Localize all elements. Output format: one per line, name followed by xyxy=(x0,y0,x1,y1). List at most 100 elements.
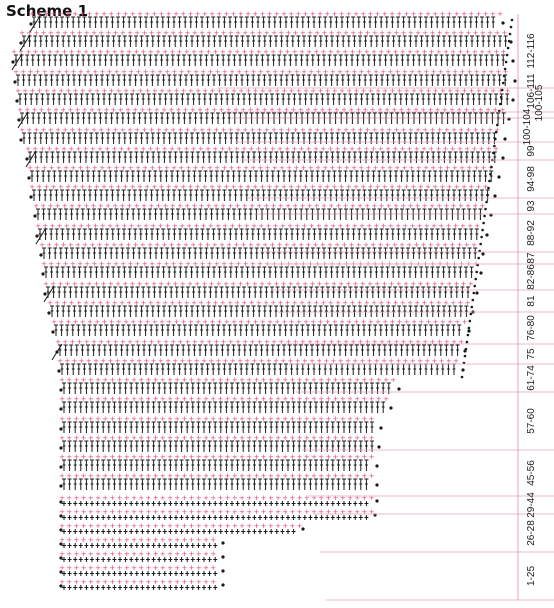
pink-marker: + xyxy=(472,48,478,56)
pink-marker: + xyxy=(185,164,191,172)
pink-marker: + xyxy=(199,260,205,268)
pink-marker: + xyxy=(225,453,231,461)
pink-marker: + xyxy=(232,472,238,480)
pink-marker: + xyxy=(184,48,190,56)
pink-marker: + xyxy=(181,87,187,95)
pink-marker: + xyxy=(341,106,347,114)
pink-marker: + xyxy=(318,494,324,502)
pink-marker: + xyxy=(181,376,187,384)
stitch-set xyxy=(62,421,374,433)
pink-marker: + xyxy=(435,106,441,114)
pink-marker: + xyxy=(145,536,151,544)
pink-marker: + xyxy=(258,222,264,230)
stitch-row: + + + + + + + + + + + + + + + + + + + + + + + + + + + + + + + + + + + + + + + +… xyxy=(59,376,401,394)
pink-marker: + xyxy=(58,87,64,95)
pink-marker: + xyxy=(213,29,219,37)
pink-marker: + xyxy=(221,164,227,172)
row-group-label: 87 xyxy=(526,252,537,264)
pink-marker: + xyxy=(457,48,463,56)
pink-marker: + xyxy=(66,564,72,572)
pink-marker: + xyxy=(378,145,384,153)
pink-marker: + xyxy=(311,415,317,423)
pink-marker: + xyxy=(333,415,339,423)
pink-marker: + xyxy=(138,578,144,586)
pink-marker: + xyxy=(132,106,138,114)
pink-marker: + xyxy=(474,68,480,76)
pink-marker: + xyxy=(310,87,316,95)
pink-marker: + xyxy=(41,29,47,37)
pink-marker: + xyxy=(331,10,337,18)
pink-marker: + xyxy=(97,299,103,307)
pink-marker: + xyxy=(288,280,294,288)
pink-marker: + xyxy=(210,536,216,544)
pink-marker: + xyxy=(48,260,54,268)
pink-marker: + xyxy=(203,415,209,423)
pink-marker: + xyxy=(167,522,173,530)
pink-marker: + xyxy=(181,395,187,403)
pink-marker: + xyxy=(43,10,49,18)
pink-marker: + xyxy=(59,453,65,461)
pink-marker: + xyxy=(153,536,159,544)
pink-marker: + xyxy=(325,434,331,442)
pink-marker: + xyxy=(382,10,388,18)
pink-marker: + xyxy=(278,338,284,346)
pink-marker: + xyxy=(95,434,101,442)
pink-marker: + xyxy=(155,202,161,210)
pink-marker: + xyxy=(492,106,498,114)
chain-dot xyxy=(43,292,47,296)
pink-marker: + xyxy=(201,357,207,365)
pink-marker: + xyxy=(239,395,245,403)
pink-marker: + xyxy=(164,68,170,76)
pink-marker: + xyxy=(476,87,482,95)
pink-marker: + xyxy=(149,338,155,346)
pink-marker: + xyxy=(71,357,77,365)
pink-marker: + xyxy=(31,106,37,114)
stitch-symbols xyxy=(62,501,369,506)
pink-marker: + xyxy=(361,494,367,502)
pink-marker: + xyxy=(120,29,126,37)
pink-marker: + xyxy=(332,87,338,95)
pink-marker: + xyxy=(199,338,205,346)
pink-marker: + xyxy=(297,395,303,403)
pink-marker: + xyxy=(203,494,209,502)
pink-marker: + xyxy=(69,29,75,37)
pink-marker: + xyxy=(107,222,113,230)
pink-marker: + xyxy=(321,299,327,307)
pink-marker: + xyxy=(124,472,130,480)
pink-marker: + xyxy=(91,126,97,134)
pink-marker: + xyxy=(173,87,179,95)
pink-marker: + xyxy=(373,222,379,230)
pink-marker: + xyxy=(225,376,231,384)
pink-marker: + xyxy=(66,550,72,558)
pink-marker: + xyxy=(255,145,261,153)
pink-marker: + xyxy=(363,241,369,249)
pink-marker: + xyxy=(95,536,101,544)
pink-marker: + xyxy=(117,508,123,516)
pink-marker: + xyxy=(100,357,106,365)
pink-marker: + xyxy=(88,494,94,502)
scheme-title: Scheme 1 xyxy=(6,2,89,20)
pink-marker: + xyxy=(281,87,287,95)
pink-marker: + xyxy=(210,434,216,442)
chain-dot xyxy=(59,556,63,560)
stitch-symbols xyxy=(62,440,374,452)
pink-marker: + xyxy=(93,280,99,288)
pink-marker: + xyxy=(324,183,330,191)
pink-marker: + xyxy=(142,260,148,268)
pink-marker: + xyxy=(235,260,241,268)
pink-marker: + xyxy=(138,453,144,461)
pink-marker: + xyxy=(104,241,110,249)
pink-marker: + xyxy=(354,434,360,442)
pink-marker: + xyxy=(65,318,71,326)
pink-marker: + xyxy=(375,10,381,18)
pink-marker: + xyxy=(123,183,129,191)
row-group-label: 100-105 xyxy=(534,84,545,121)
pink-marker: + xyxy=(159,10,165,18)
pink-marker: + xyxy=(288,10,294,18)
pink-marker: + xyxy=(73,550,79,558)
pink-marker: + xyxy=(210,550,216,558)
pink-marker: + xyxy=(239,453,245,461)
pink-marker: + xyxy=(353,87,359,95)
pink-marker: + xyxy=(346,318,352,326)
pink-marker: + xyxy=(81,376,87,384)
